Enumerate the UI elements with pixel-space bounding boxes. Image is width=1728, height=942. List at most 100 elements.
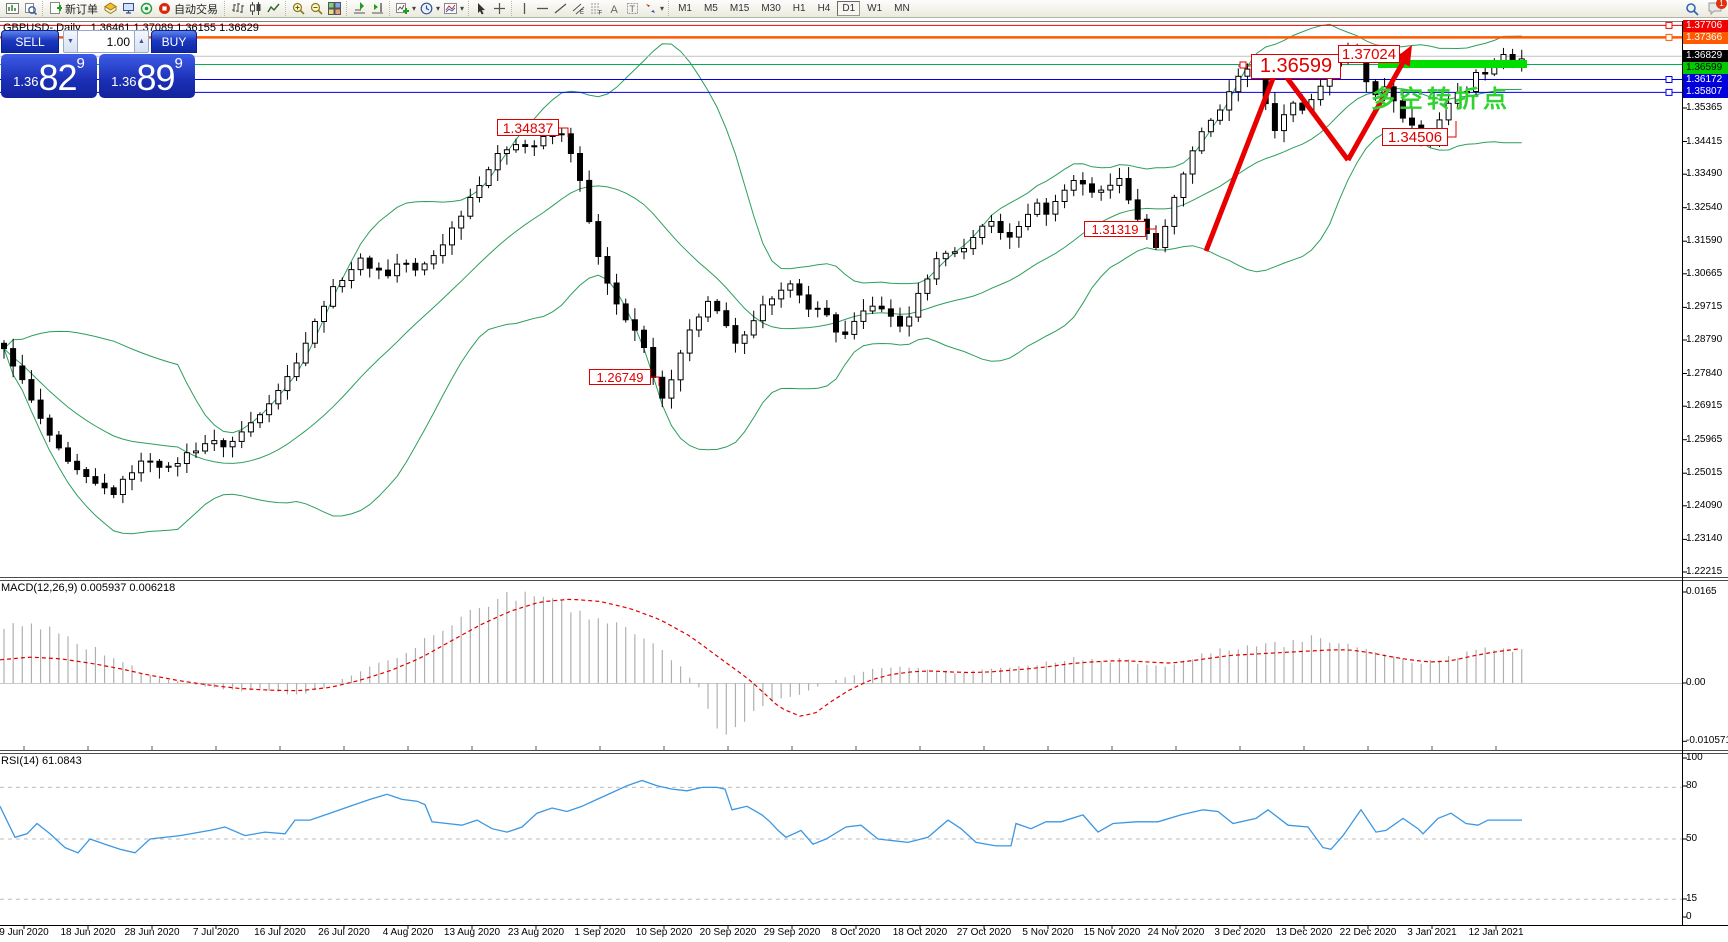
timeframe-button-h4[interactable]: H4 bbox=[817, 3, 831, 14]
volume-increase-button[interactable]: ▲ bbox=[134, 30, 149, 53]
periods-dropdown-icon[interactable]: ▾ bbox=[436, 4, 441, 13]
price-tick-label: 0.0165 bbox=[1686, 586, 1717, 597]
auto-scroll-icon[interactable] bbox=[351, 2, 367, 16]
templates-icon[interactable] bbox=[442, 2, 458, 16]
timeframe-button-mn[interactable]: MN bbox=[894, 3, 910, 14]
price-annotation-box[interactable]: 1.34506 bbox=[1382, 128, 1448, 146]
price-annotation-box[interactable]: 1.36599 bbox=[1251, 54, 1341, 79]
macd-indicator-label: MACD(12,26,9) 0.005937 0.006218 bbox=[1, 582, 176, 594]
price-tick-label: 1.32540 bbox=[1686, 201, 1723, 213]
templates-dropdown-icon[interactable]: ▾ bbox=[460, 4, 465, 13]
timeframe-button-h1[interactable]: H1 bbox=[792, 3, 806, 14]
date-label: 20 Sep 2020 bbox=[699, 927, 757, 938]
price-tick-label: 1.29715 bbox=[1686, 301, 1723, 313]
zoom-out-icon[interactable] bbox=[308, 2, 324, 16]
date-label: 26 Jul 2020 bbox=[318, 927, 370, 938]
date-label: 15 Nov 2020 bbox=[1083, 927, 1141, 938]
shapes-dropdown-icon[interactable]: ▾ bbox=[660, 4, 665, 13]
zoom-in-icon[interactable] bbox=[290, 2, 306, 16]
date-label: 8 Oct 2020 bbox=[831, 927, 881, 938]
autotrade-button[interactable]: 自动交易 bbox=[174, 3, 218, 16]
date-label: 27 Oct 2020 bbox=[956, 927, 1012, 938]
price-tick-label: 1.28790 bbox=[1686, 334, 1723, 345]
arrow-shapes-icon[interactable] bbox=[642, 2, 658, 16]
price-scale[interactable]: 1.372401.353651.344151.334901.325401.315… bbox=[1683, 0, 1728, 942]
buy-price-display[interactable]: 1.36 89 9 bbox=[99, 54, 195, 98]
chat-icon[interactable]: 1 bbox=[1707, 0, 1727, 16]
crosshair-icon[interactable] bbox=[491, 2, 507, 16]
horizontal-line-icon[interactable] bbox=[534, 2, 550, 16]
price-tick-label: 1.31590 bbox=[1686, 235, 1723, 247]
price-tick-label: -0.010571 bbox=[1686, 735, 1728, 747]
print-preview-icon[interactable] bbox=[22, 2, 38, 16]
chat-badge: 1 bbox=[1716, 0, 1727, 9]
cursor-icon[interactable] bbox=[473, 2, 489, 16]
timeframe-button-w1[interactable]: W1 bbox=[867, 3, 883, 14]
autotrade-icon[interactable] bbox=[156, 2, 172, 16]
signals-icon[interactable] bbox=[138, 2, 154, 16]
price-annotation-box[interactable]: 1.34837 bbox=[497, 119, 559, 136]
new-order-icon[interactable] bbox=[47, 2, 63, 16]
price-tick-label: 100 bbox=[1686, 752, 1703, 763]
search-icon[interactable] bbox=[1684, 2, 1700, 16]
price-level-label: 1.36829 bbox=[1683, 50, 1728, 62]
date-label: 22 Dec 2020 bbox=[1339, 927, 1397, 938]
price-annotation-box[interactable]: 1.37024 bbox=[1338, 45, 1400, 63]
date-label: 28 Jun 2020 bbox=[124, 927, 180, 938]
chart-shift-icon[interactable] bbox=[369, 2, 385, 16]
timeframe-button-m5[interactable]: M5 bbox=[703, 3, 718, 14]
market-watch-icon[interactable] bbox=[102, 2, 118, 16]
timeframe-button-m15[interactable]: M15 bbox=[729, 3, 750, 14]
periods-icon[interactable] bbox=[418, 2, 434, 16]
volume-input[interactable]: 1.00 bbox=[78, 30, 134, 53]
indicators-dropdown-icon[interactable]: ▾ bbox=[412, 4, 417, 13]
price-level-label: 1.37366 bbox=[1683, 32, 1728, 44]
terminal-icon[interactable] bbox=[120, 2, 136, 16]
bar-chart-icon[interactable] bbox=[229, 2, 245, 16]
date-label: 29 Sep 2020 bbox=[763, 927, 821, 938]
buy-price-pip: 9 bbox=[174, 55, 183, 72]
indicators-icon[interactable] bbox=[394, 2, 410, 16]
buy-button[interactable]: BUY bbox=[151, 30, 197, 53]
volume-decrease-button[interactable]: ▼ bbox=[63, 30, 78, 53]
timeframe-group: M1 M5 M15 M30 H1 H4 D1 W1 MN bbox=[668, 1, 919, 16]
date-label: 1 Sep 2020 bbox=[574, 927, 626, 938]
sell-button[interactable]: SELL bbox=[1, 30, 59, 53]
price-tick-label: 80 bbox=[1686, 780, 1698, 791]
price-tick-label: 50 bbox=[1686, 833, 1698, 844]
tile-windows-icon[interactable] bbox=[326, 2, 342, 16]
price-tick-label: 1.23140 bbox=[1686, 533, 1723, 545]
price-tick-label: 1.25965 bbox=[1686, 433, 1723, 445]
label-tool-icon[interactable]: T bbox=[624, 2, 640, 16]
price-annotation-box[interactable]: 1.31319 bbox=[1084, 221, 1146, 237]
price-tick-label: 1.26915 bbox=[1686, 400, 1723, 412]
price-tick-label: 1.27840 bbox=[1686, 367, 1723, 379]
date-label: 18 Oct 2020 bbox=[892, 927, 948, 938]
date-label: 13 Aug 2020 bbox=[443, 927, 501, 938]
text-tool-icon[interactable]: A bbox=[606, 2, 622, 16]
new-order-button[interactable]: 新订单 bbox=[65, 3, 98, 16]
vertical-line-icon[interactable] bbox=[516, 2, 532, 16]
trendline-icon[interactable] bbox=[552, 2, 568, 16]
timeframe-button-d1[interactable]: D1 bbox=[837, 1, 861, 16]
timeframe-button-m30[interactable]: M30 bbox=[761, 3, 781, 14]
price-annotation-box[interactable]: 1.26749 bbox=[589, 369, 651, 385]
sell-price-display[interactable]: 1.36 82 9 bbox=[1, 54, 97, 98]
date-axis[interactable]: 9 Jun 2020 18 Jun 2020 28 Jun 2020 7 Jul 20… bbox=[0, 926, 1682, 942]
svg-text:F: F bbox=[598, 11, 602, 16]
date-label: 10 Sep 2020 bbox=[635, 927, 693, 938]
date-label: 3 Jan 2021 bbox=[1407, 927, 1457, 938]
new-chart-icon[interactable] bbox=[4, 2, 20, 16]
candlestick-icon[interactable] bbox=[247, 2, 263, 16]
price-tick-label: 1.34415 bbox=[1686, 135, 1723, 147]
one-click-trading-panel: SELL ▼ 1.00 ▲ BUY 1.36 82 9 1.36 89 9 bbox=[1, 30, 197, 98]
timeframe-button-m1[interactable]: M1 bbox=[678, 3, 692, 14]
price-tick-label: 0 bbox=[1686, 911, 1692, 922]
price-tick-label: 1.24090 bbox=[1686, 499, 1723, 511]
line-chart-icon[interactable] bbox=[265, 2, 281, 16]
date-label: 16 Jul 2020 bbox=[254, 927, 306, 938]
fibonacci-icon[interactable]: F bbox=[588, 2, 604, 16]
equidistant-channel-icon[interactable]: E bbox=[570, 2, 586, 16]
